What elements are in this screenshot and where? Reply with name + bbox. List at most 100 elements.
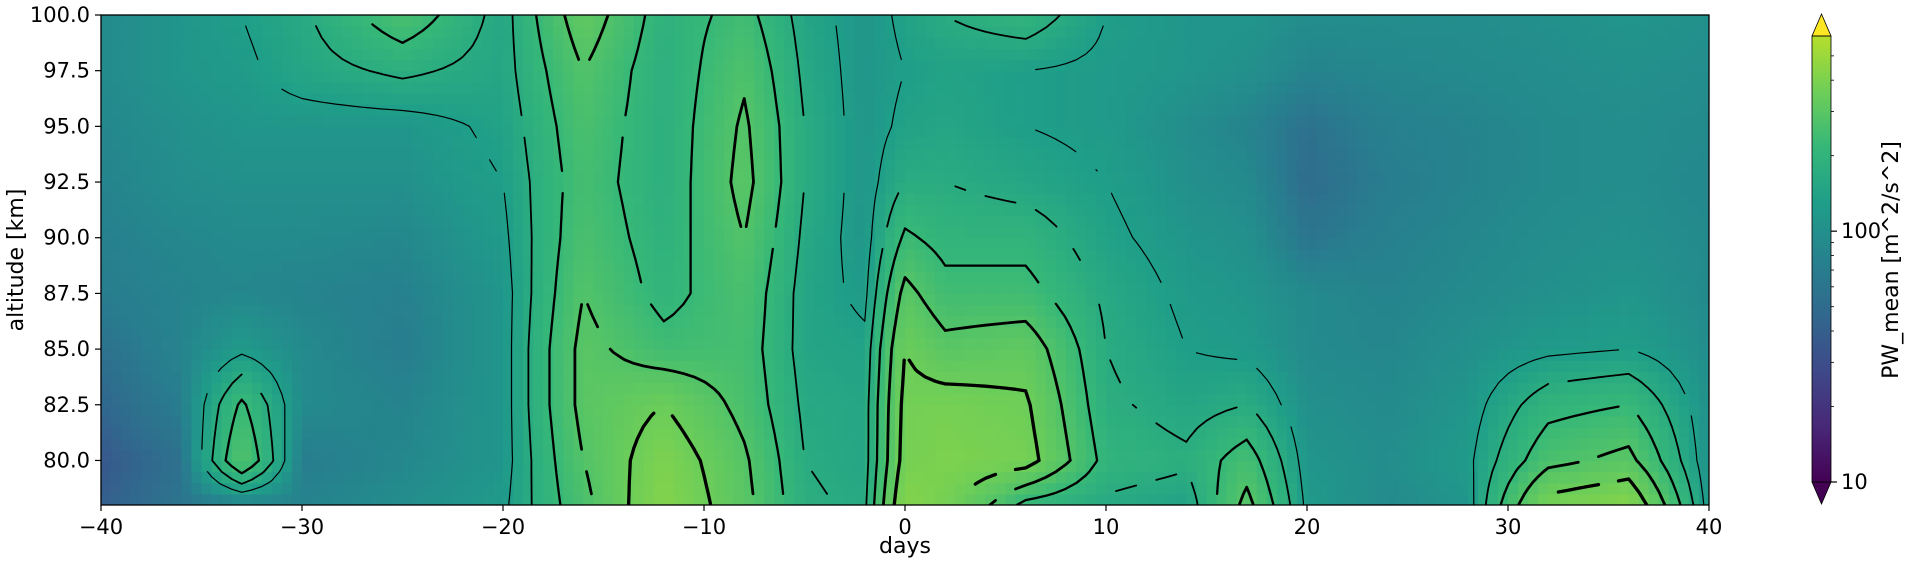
field-cell (1005, 170, 1017, 183)
field-cell (704, 304, 715, 317)
field-cell (613, 315, 625, 328)
field-cell (291, 260, 303, 272)
field-cell (211, 449, 223, 462)
field-cell (1638, 182, 1650, 194)
field-cell (1678, 326, 1690, 339)
field-cell (503, 349, 514, 361)
field-cell (141, 382, 152, 395)
field-cell (1357, 159, 1368, 172)
field-cell (211, 237, 223, 250)
field-cell (342, 360, 353, 372)
field-cell (332, 193, 343, 205)
field-cell (663, 204, 675, 217)
field-cell (472, 471, 484, 484)
field-cell (492, 360, 504, 372)
field-cell (1618, 371, 1630, 384)
field-cell (1608, 482, 1620, 495)
field-cell (563, 226, 574, 239)
field-cell (1457, 170, 1469, 183)
field-cell (1317, 293, 1328, 306)
field-cell (1427, 349, 1439, 361)
field-cell (814, 182, 826, 194)
field-cell (784, 382, 796, 395)
field-cell (1166, 471, 1177, 484)
field-cell (1538, 304, 1549, 317)
field-cell (884, 293, 896, 306)
field-cell (583, 271, 595, 283)
field-cell (1347, 326, 1358, 339)
field-cell (1658, 449, 1670, 462)
field-cell (1095, 449, 1107, 462)
field-cell (342, 349, 353, 361)
field-cell (995, 438, 1007, 450)
field-cell (623, 393, 635, 406)
field-cell (1698, 427, 1709, 439)
field-cell (412, 248, 424, 261)
field-cell (704, 237, 715, 250)
field-cell (1628, 215, 1640, 228)
field-cell (302, 382, 313, 395)
field-cell (1276, 482, 1288, 495)
field-cell (1286, 226, 1298, 239)
field-cell (1437, 260, 1449, 272)
field-cell (1035, 260, 1047, 272)
field-cell (734, 360, 745, 372)
field-cell (482, 215, 494, 228)
field-cell (241, 360, 253, 372)
field-cell (1015, 204, 1027, 217)
field-cell (1116, 159, 1127, 172)
field-cell (945, 404, 956, 417)
field-cell (1668, 449, 1680, 462)
field-cell (1548, 248, 1559, 261)
field-cell (1065, 315, 1077, 328)
field-cell (1628, 282, 1640, 295)
field-cell (814, 237, 826, 250)
field-cell (1407, 248, 1419, 261)
field-cell (854, 326, 866, 339)
field-cell (1246, 415, 1258, 428)
field-cell (1618, 170, 1630, 183)
field-cell (1588, 393, 1600, 406)
field-cell (563, 337, 574, 350)
field-cell (1106, 404, 1117, 417)
field-cell (814, 371, 826, 384)
field-cell (734, 471, 745, 484)
field-cell (864, 471, 876, 484)
field-cell (161, 382, 172, 395)
field-cell (1106, 170, 1117, 183)
field-cell (1276, 349, 1288, 361)
field-cell (1427, 260, 1439, 272)
field-cell (472, 415, 484, 428)
field-cell (201, 371, 213, 384)
field-cell (824, 159, 836, 172)
field-cell (161, 438, 172, 450)
field-cell (1357, 482, 1368, 495)
field-cell (111, 293, 122, 306)
field-cell (533, 482, 544, 495)
field-cell (774, 204, 785, 217)
field-cell (503, 193, 514, 205)
field-cell (844, 427, 856, 439)
field-cell (543, 182, 554, 194)
field-cell (1146, 215, 1157, 228)
field-cell (432, 204, 444, 217)
field-cell (693, 371, 705, 384)
field-cell (1367, 271, 1378, 283)
field-cell (1116, 248, 1127, 261)
field-cell (141, 493, 152, 505)
field-cell (814, 404, 826, 417)
field-cell (131, 349, 142, 361)
field-cell (1588, 382, 1600, 395)
field-cell (955, 215, 966, 228)
field-cell (141, 315, 152, 328)
field-cell (281, 315, 293, 328)
field-cell (533, 260, 544, 272)
field-cell (1457, 438, 1469, 450)
field-cell (281, 293, 293, 306)
field-cell (422, 159, 434, 172)
field-cell (844, 326, 856, 339)
field-cell (1678, 304, 1690, 317)
field-cell (1186, 382, 1198, 395)
field-cell (844, 360, 856, 372)
field-cell (1065, 226, 1077, 239)
